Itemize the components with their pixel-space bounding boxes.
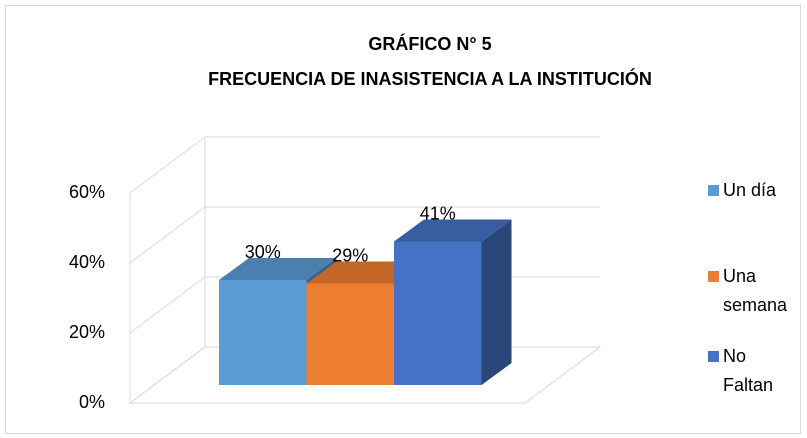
legend-swatch [708, 271, 719, 282]
y-tick-label: 60% [69, 182, 105, 202]
legend-item: No Faltan [708, 342, 799, 400]
legend-item: Un día [708, 176, 799, 205]
legend-label: Un día [723, 180, 777, 200]
legend-swatch [708, 185, 719, 196]
legend-label: No Faltan [723, 346, 774, 395]
legend-item: Una semana [708, 262, 799, 320]
chart-subtitle: FRECUENCIA DE INASISTENCIA A LA INSTITUC… [208, 68, 652, 89]
legend-label: Una semana [723, 266, 788, 315]
bar [306, 283, 394, 385]
bar-top [394, 219, 512, 242]
bar [394, 241, 482, 385]
frame [5, 5, 801, 434]
bar-top [219, 258, 337, 280]
grid-line [129, 206, 600, 264]
grid-line [129, 136, 600, 194]
data-label: 29% [332, 245, 368, 265]
chart-title: GRÁFICO N° 5 [368, 33, 491, 54]
y-tick-label: 0% [79, 392, 105, 412]
y-tick-label: 20% [69, 322, 105, 342]
data-label: 41% [420, 203, 456, 223]
bar [219, 280, 307, 385]
legend-swatch [708, 351, 719, 362]
data-label: 30% [245, 242, 281, 262]
bar-side [481, 219, 512, 385]
y-tick-label: 40% [69, 252, 105, 272]
